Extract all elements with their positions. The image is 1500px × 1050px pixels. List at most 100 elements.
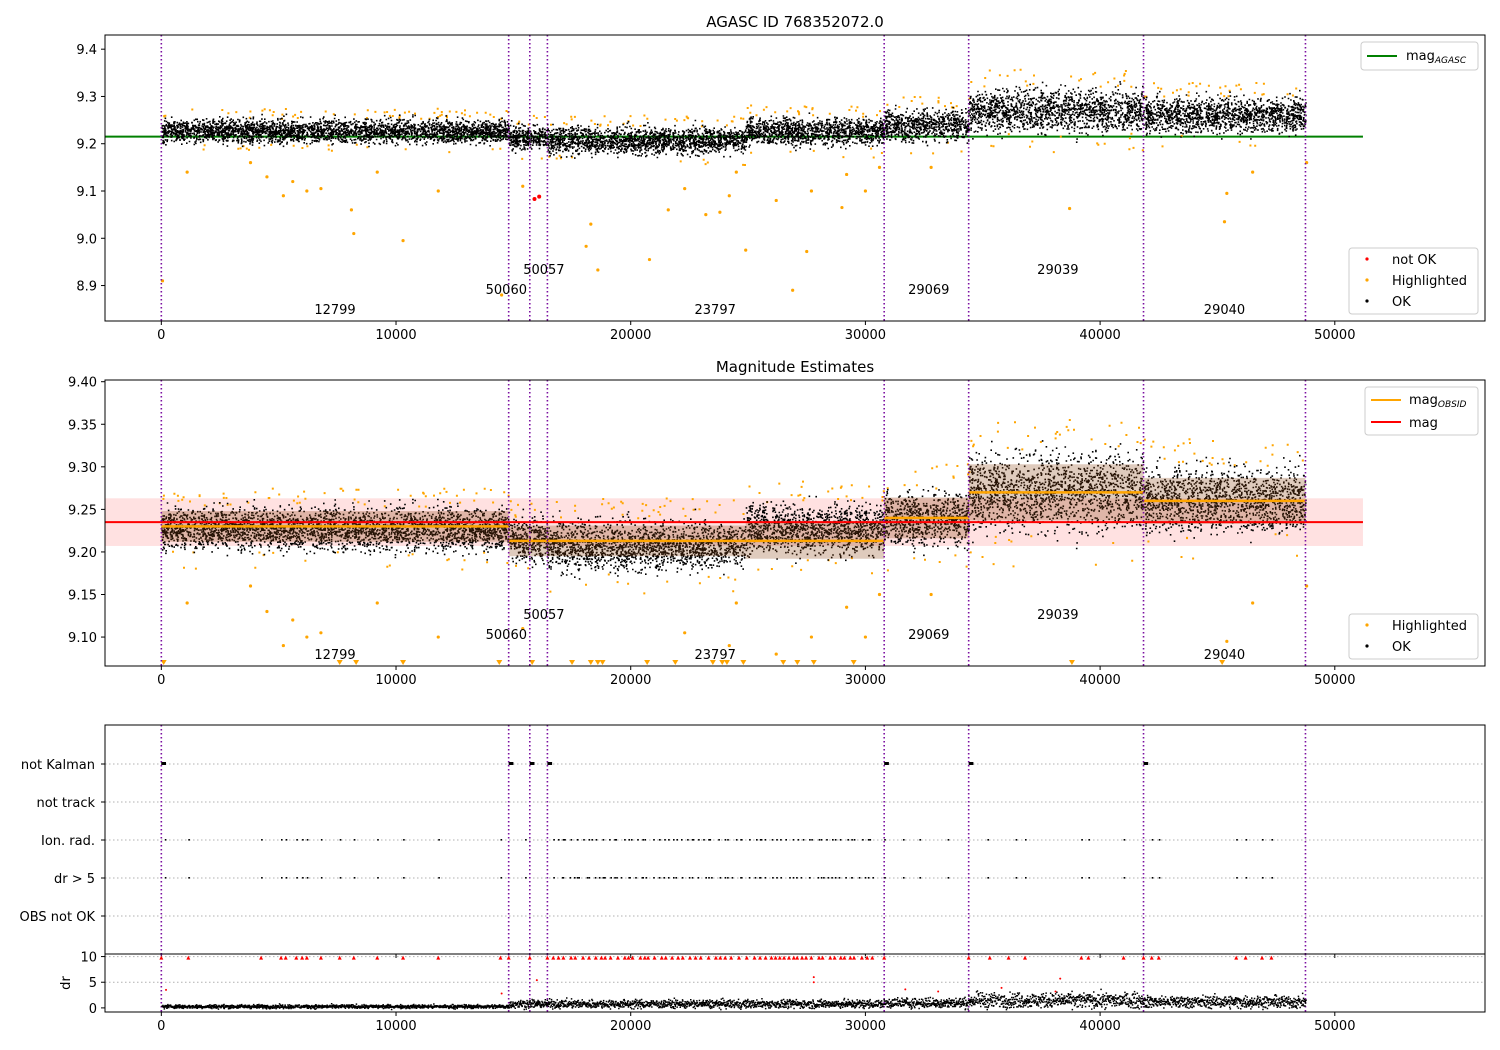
dr-ylabel: dr (59, 976, 74, 990)
clipped-point-marker (709, 660, 716, 665)
highlighted-point (1251, 170, 1255, 174)
highlighted-point (845, 605, 849, 609)
highlighted-point (265, 175, 269, 179)
ok-points-segment-2 (547, 508, 748, 580)
highlighted-point (185, 601, 189, 605)
clipped-point-marker (569, 660, 576, 665)
highlighted-point (877, 165, 882, 169)
magnitude-xtick-label: 40000 (1079, 673, 1120, 688)
highlighted-point (845, 172, 849, 177)
highlighted-point (1225, 191, 1229, 195)
highlighted-point (791, 288, 795, 292)
highlighted-point (863, 635, 868, 639)
ok-points-segment-5 (968, 440, 1145, 550)
agasc-ytick-label: 8.9 (76, 280, 97, 295)
dr-outlier-point (535, 979, 538, 982)
agasc-legend-top: magAGASC (1360, 41, 1479, 71)
dr-axes-frame (104, 953, 1486, 1013)
highlighted-point (291, 618, 295, 622)
highlighted-point (704, 213, 708, 217)
dr-xtick-label: 0 (157, 1019, 165, 1034)
ok-points-segment-3 (745, 495, 886, 564)
clipped-point-marker (672, 660, 679, 665)
obsid-label: 50060 (486, 628, 527, 643)
magnitude-axes-frame (104, 379, 1486, 667)
highlighted-point (436, 635, 440, 639)
legend-mag-label: mag (1409, 416, 1438, 431)
dr-ytick-label: 5 (89, 976, 97, 991)
dr-gt-5-markers (164, 877, 1273, 879)
clipped-point-marker (719, 660, 726, 665)
highlighted-point (596, 268, 600, 272)
highlighted-point (349, 208, 354, 212)
flag-label: not track (36, 796, 95, 811)
magnitude-ytick-label: 9.35 (68, 418, 97, 433)
ok-points-segment-1 (508, 120, 549, 154)
highlighted-point (734, 170, 738, 174)
not-ok-point (532, 197, 537, 202)
ok-points-segment-3 (745, 112, 886, 152)
ok-points-segment-5 (968, 81, 1145, 143)
highlighted-point (774, 652, 778, 656)
ok-points-segment-4 (884, 104, 971, 147)
ok-points-segment-2 (547, 119, 748, 159)
dr-outlier-point (1054, 990, 1057, 993)
obsid-label: 50057 (523, 263, 564, 278)
clipped-point-marker (794, 660, 801, 665)
agasc-ytick-label: 9.1 (76, 185, 97, 200)
highlighted-point (647, 257, 652, 262)
flags-panel: not Kalman not track Ion. rad. dr > 5 OBS no… (20, 724, 1486, 958)
highlighted-point (727, 643, 731, 648)
highlighted-point (1222, 220, 1227, 224)
legend-mag-obsid-sub: OBSID (1438, 400, 1467, 410)
ion-rad-markers (164, 839, 1273, 841)
highlighted-point (248, 161, 253, 165)
magnitude-ytick-label: 9.20 (68, 546, 97, 561)
clipped-point-marker (644, 660, 651, 665)
dr-ytick-label: 0 (89, 1002, 97, 1017)
clipped-point-marker (850, 660, 857, 665)
not-ok-point (537, 194, 542, 199)
magnitude-legend-top: magOBSID mag (1364, 386, 1479, 436)
dr-outlier-point (1000, 986, 1003, 989)
legend-highlighted-label: Highlighted (1392, 274, 1467, 289)
highlighted-fringe-1 (509, 500, 536, 570)
clipped-point-marker (160, 660, 167, 665)
clipped-point-marker (496, 660, 503, 665)
agasc-plot-area: 12799 50060 50057 23797 29069 29039 29040 (105, 35, 1363, 321)
obsid-label: 12799 (314, 303, 355, 318)
magnitude-plot-area: 12799 50060 50057 23797 29069 29039 29040 (105, 380, 1363, 666)
ok-points-segment-4 (884, 485, 970, 557)
ok-points-segment-0 (161, 113, 511, 148)
clipped-point-marker (810, 660, 817, 665)
highlighted-point (683, 187, 687, 191)
highlighted-point (281, 643, 285, 648)
magnitude-xtick-label: 20000 (610, 673, 651, 688)
highlighted-point (401, 239, 405, 243)
highlighted-point (185, 170, 189, 174)
ok-points-segment-0 (161, 498, 511, 561)
dr-outlier-point (937, 990, 940, 993)
magnitude-ytick-label: 9.40 (68, 376, 97, 391)
highlighted-point (521, 626, 525, 631)
obsid-label: 50060 (486, 283, 527, 298)
flags-plot-area (105, 725, 1485, 954)
magnitude-chart-title: Magnitude Estimates (716, 358, 874, 376)
magnitude-ytick-label: 9.15 (68, 589, 97, 604)
highlighted-point (809, 635, 814, 639)
agasc-xtick-label: 50000 (1314, 328, 1355, 343)
obsid-label: 50057 (523, 608, 564, 623)
highlighted-point (718, 210, 722, 214)
clipped-point-marker (723, 660, 730, 665)
highlighted-point (929, 592, 933, 597)
dr-outlier-point (1059, 977, 1062, 980)
dr-xtick-label: 30000 (845, 1019, 886, 1034)
dr-ytick-label: 10 (80, 951, 97, 966)
clipped-point-marker (740, 660, 747, 665)
magnitude-axes: 0 10000 20000 30000 40000 50000 9.10 9.15 9.20 9.… (68, 376, 1355, 688)
highlighted-point (281, 194, 285, 198)
magnitude-legend-bottom: Highlighted OK (1348, 613, 1479, 660)
flag-label: Ion. rad. (41, 834, 95, 849)
highlighted-point (584, 244, 588, 248)
